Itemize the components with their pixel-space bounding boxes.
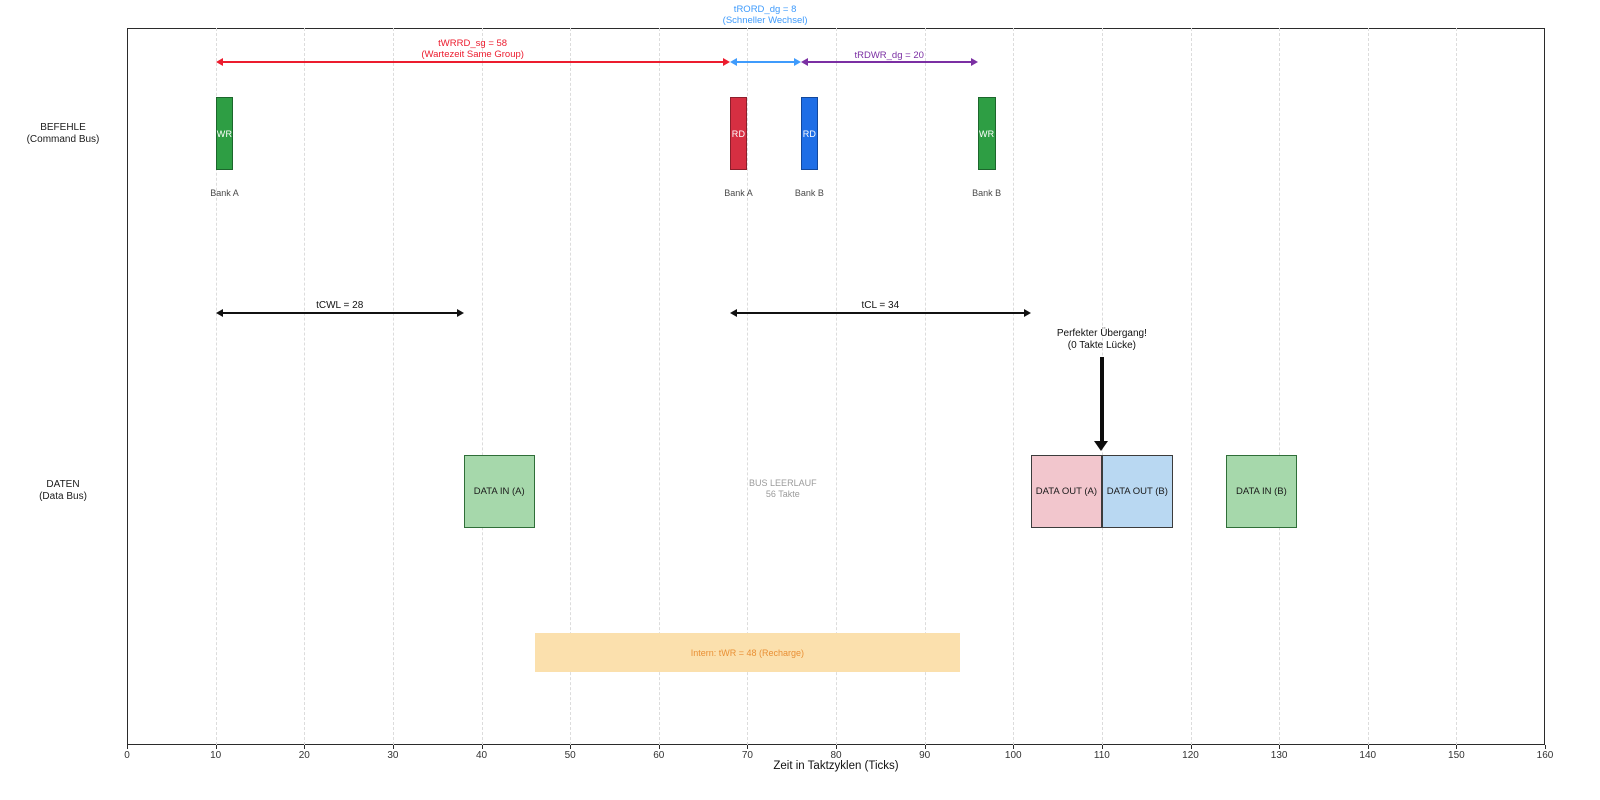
- bank-label: Bank B: [972, 188, 1002, 198]
- bank-label: Bank A: [210, 188, 239, 198]
- x-tick-mark: [1101, 745, 1103, 749]
- x-tick-label: 90: [919, 750, 931, 761]
- x-tick-mark: [1279, 745, 1281, 749]
- timing-label-tCL: tCL = 34: [861, 300, 900, 311]
- x-tick-mark: [570, 745, 572, 749]
- bank-label: Bank B: [794, 188, 824, 198]
- x-tick-label: 40: [475, 750, 488, 761]
- data-block: DATA IN (B): [1225, 455, 1297, 528]
- x-tick-mark: [1456, 745, 1458, 749]
- gridline: [1367, 28, 1369, 745]
- row-label-daten: DATEN (Data Bus): [39, 479, 87, 502]
- timing-label-tRORD_dg: tRORD_dg = 8 (Schneller Wechsel): [722, 4, 808, 27]
- gridline: [1190, 28, 1192, 745]
- gridline: [570, 28, 572, 745]
- x-tick-mark: [658, 745, 660, 749]
- data-block: DATA OUT (B): [1101, 455, 1173, 528]
- x-tick-label: 20: [298, 750, 310, 761]
- command-bar-rd-bank-a: RD: [729, 97, 748, 170]
- gridline: [1279, 28, 1281, 745]
- x-tick-label: 70: [741, 750, 753, 761]
- gridline: [481, 28, 483, 745]
- recharge-band: Intern: tWR = 48 (Recharge): [534, 633, 961, 672]
- x-tick-mark: [1013, 745, 1015, 749]
- x-tick-label: 80: [830, 750, 842, 761]
- x-tick-mark: [747, 745, 749, 749]
- gridline: [1013, 28, 1015, 745]
- x-tick-mark: [1190, 745, 1192, 749]
- gridline: [215, 28, 217, 745]
- gridline: [1456, 28, 1458, 745]
- x-tick-label: 50: [564, 750, 576, 761]
- data-block: DATA OUT (A): [1030, 455, 1102, 528]
- gridline: [747, 28, 749, 745]
- transition-note: Perfekter Übergang! (0 Takte Lücke): [1056, 328, 1147, 351]
- x-tick-label: 120: [1182, 750, 1199, 761]
- x-tick-label: 130: [1270, 750, 1288, 761]
- x-tick-label: 110: [1093, 750, 1110, 761]
- x-tick-label: 140: [1359, 750, 1377, 761]
- x-tick-label: 60: [653, 750, 665, 761]
- x-tick-label: 30: [387, 750, 399, 761]
- x-tick-label: 0: [124, 750, 130, 761]
- gridline: [658, 28, 660, 745]
- row-label-befehle: BEFEHLE (Command Bus): [26, 122, 100, 145]
- x-tick-mark: [1367, 745, 1369, 749]
- x-tick-mark: [924, 745, 926, 749]
- x-tick-mark: [127, 745, 128, 749]
- x-tick-label: 150: [1448, 750, 1465, 761]
- x-tick-label: 160: [1536, 750, 1554, 761]
- x-tick-label: 10: [210, 750, 222, 761]
- x-tick-label: 100: [1004, 750, 1022, 761]
- command-bar-wr-bank-a: WR: [215, 97, 234, 170]
- x-tick-mark: [304, 745, 306, 749]
- timing-label-tWRRD_sg: tWRRD_sg = 58 (Wartezeit Same Group): [421, 38, 524, 61]
- gridline: [304, 28, 306, 745]
- bank-label: Bank A: [724, 188, 753, 198]
- command-bar-wr-bank-b: WR: [977, 97, 996, 170]
- gridline: [392, 28, 394, 745]
- bus-idle-note: BUS LEERLAUF 56 Takte: [749, 478, 817, 499]
- x-tick-mark: [836, 745, 837, 749]
- command-bar-rd-bank-b: RD: [800, 97, 819, 170]
- timing-label-tRDWR_dg: tRDWR_dg = 20: [854, 50, 924, 61]
- x-tick-mark: [215, 745, 217, 749]
- x-tick-mark: [1545, 745, 1546, 749]
- gridline: [924, 28, 926, 745]
- x-axis-label: Zeit in Taktzyklen (Ticks): [773, 760, 899, 772]
- x-tick-mark: [392, 745, 394, 749]
- x-tick-mark: [481, 745, 483, 749]
- data-block: DATA IN (A): [463, 455, 535, 528]
- gridline: [836, 28, 837, 745]
- timing-label-tCWL: tCWL = 28: [316, 300, 364, 311]
